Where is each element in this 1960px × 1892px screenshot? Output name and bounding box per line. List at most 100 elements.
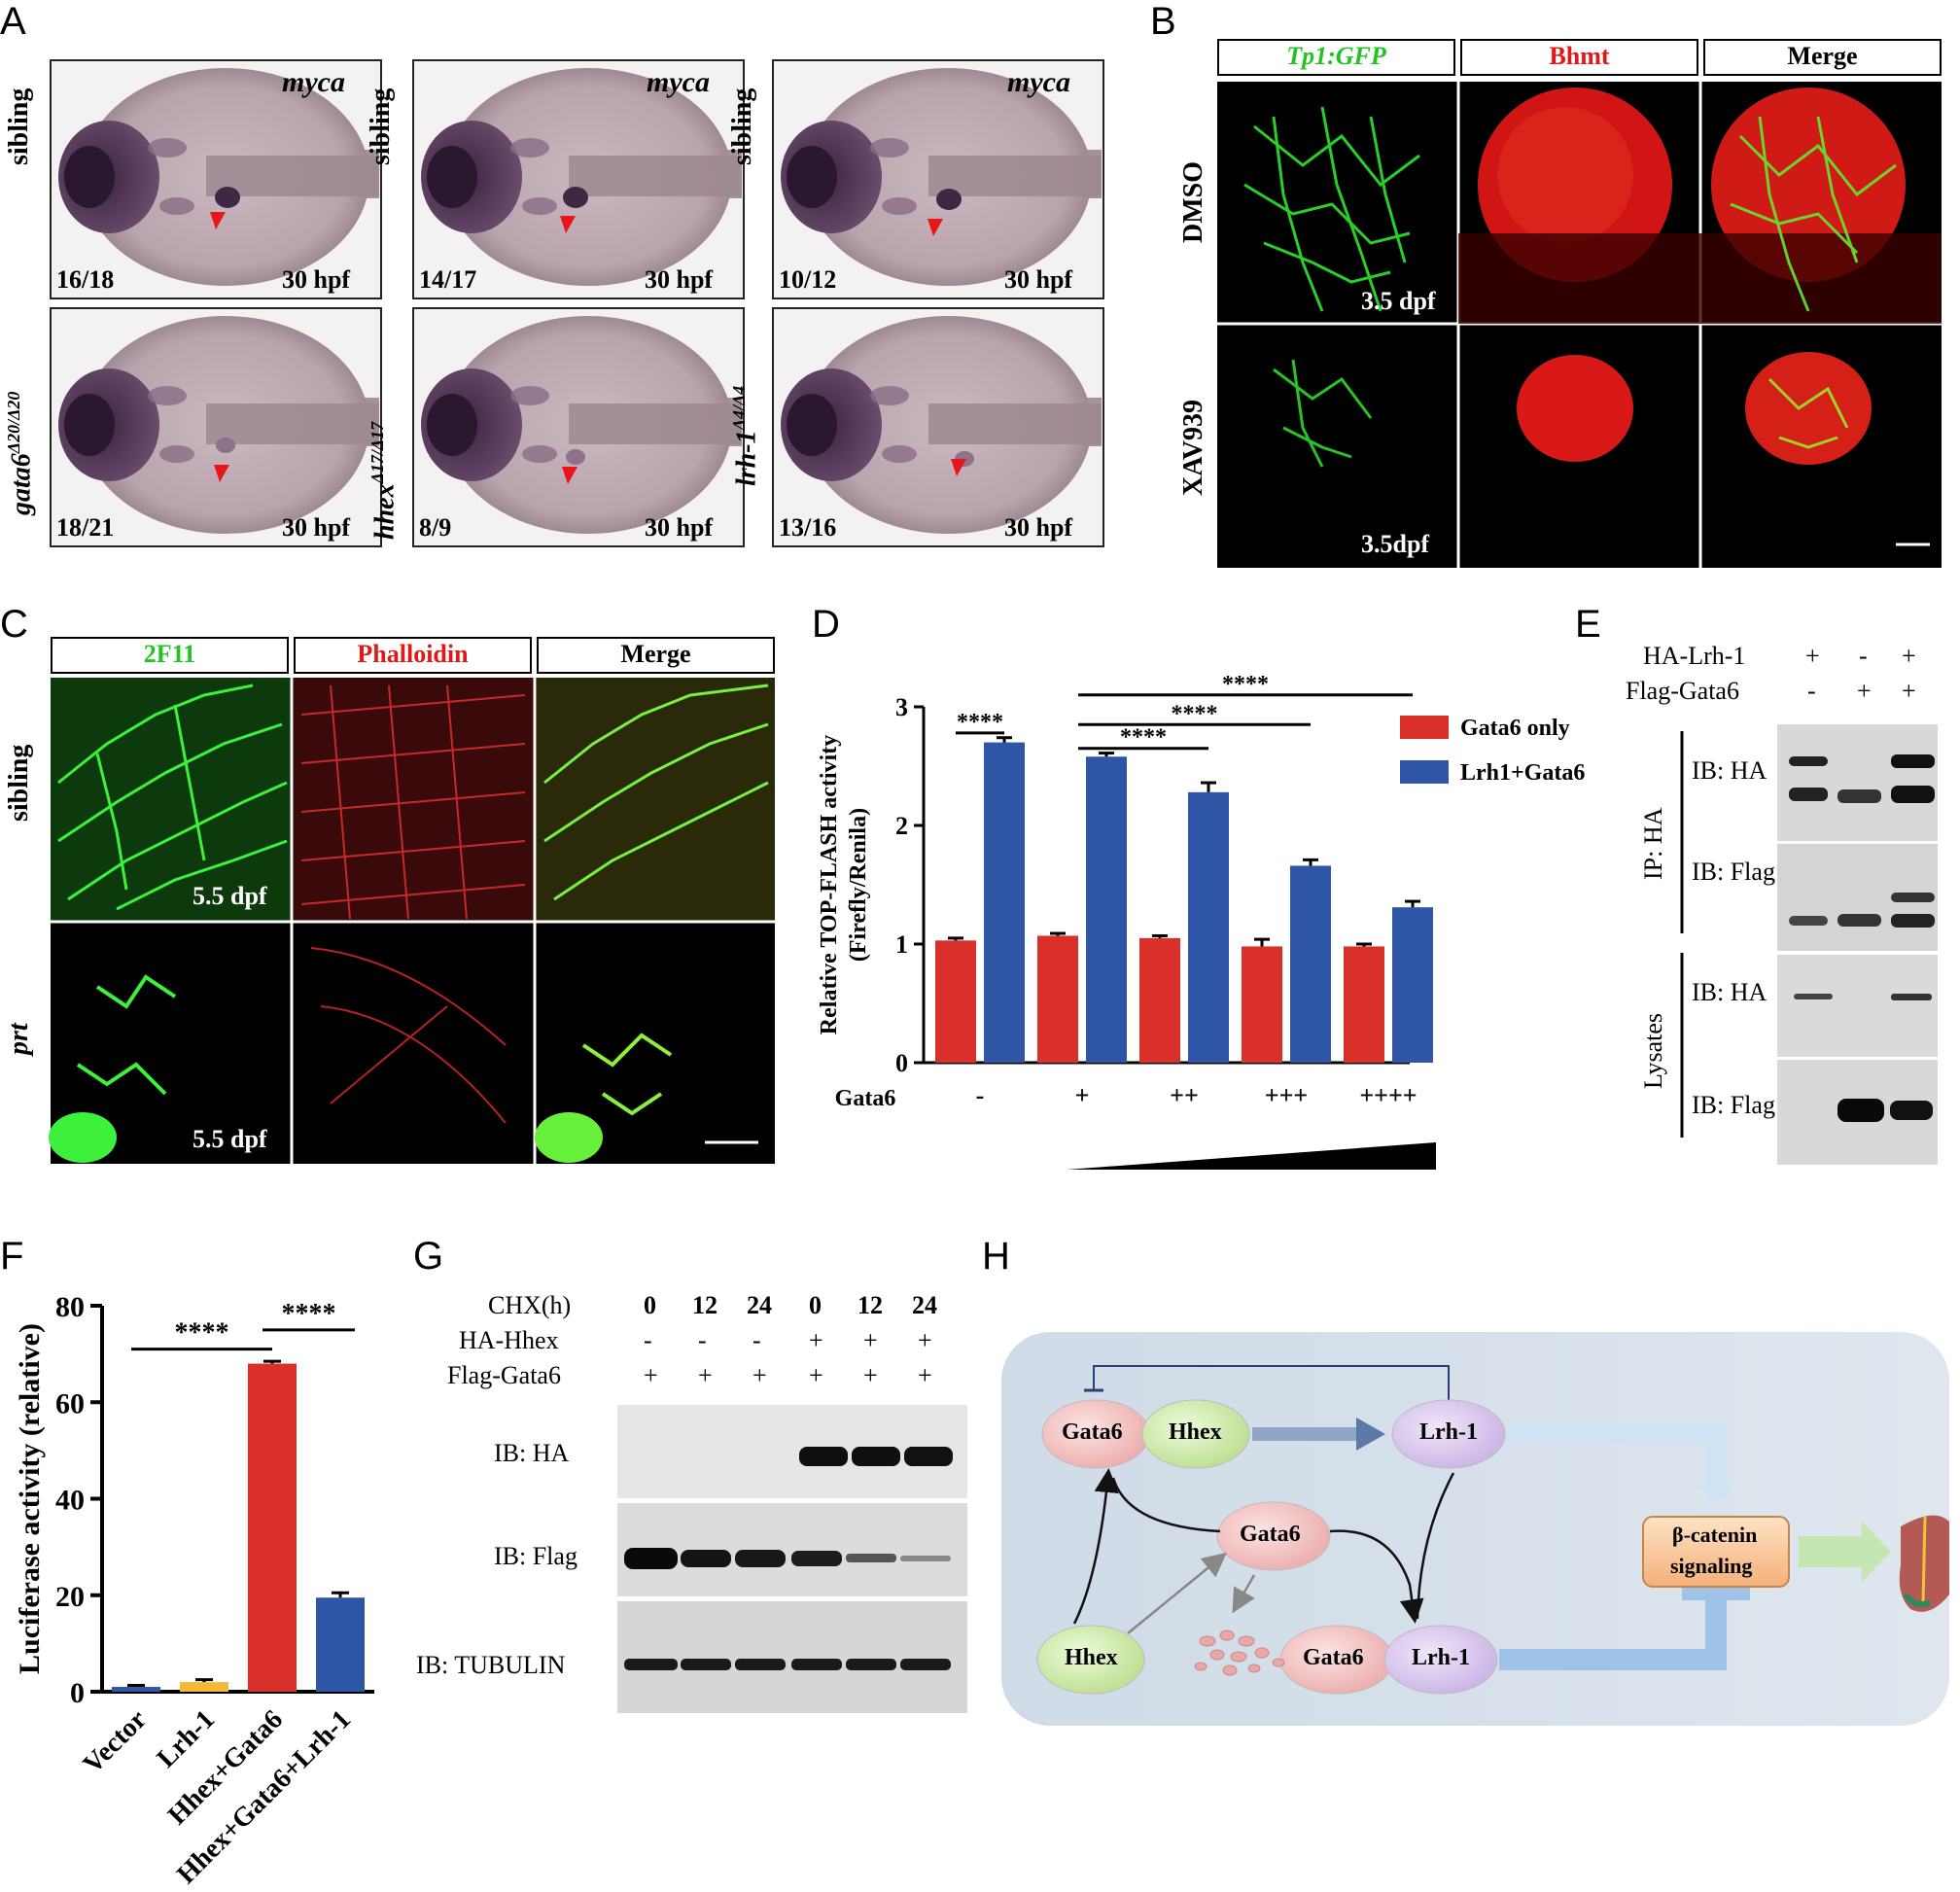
d-bar-1-2	[1188, 791, 1229, 1063]
panel-b-row-label-dmso: DMSO	[1178, 161, 1208, 243]
panel-label-g: G	[413, 1235, 444, 1278]
d-ytick-label-3: 3	[895, 693, 908, 721]
panel-a-count-2: 14/17	[419, 265, 477, 294]
panel-c-row-label-prt: prt	[4, 1023, 34, 1055]
d-ylabel2: (Firefly/Renila)	[846, 808, 871, 962]
panel-e-group-lysates: Lysates	[1639, 1013, 1667, 1089]
panel-c-header-2f11: 2F11	[51, 637, 289, 674]
panel-g-lane-5-row-1: +	[918, 1326, 932, 1354]
panel-g-lane-4-row-0: 12	[858, 1291, 883, 1319]
panel-b-micrographs	[1217, 82, 1942, 568]
panel-a-row-label-lrh1: lrh-1Δ4/Δ4	[729, 386, 762, 486]
panel-g-lane-0-row-0: 0	[644, 1291, 656, 1319]
panel-label-h: H	[982, 1235, 1010, 1278]
d-legend-label-0: Gata6 only	[1460, 716, 1570, 741]
panel-g-lane-2-row-0: 24	[747, 1291, 772, 1319]
panel-a-row-label-sibling-1: sibling	[4, 88, 34, 165]
panel-a-stage-3: 30 hpf	[1004, 265, 1073, 294]
panel-e-lane2-ha: -	[1859, 642, 1868, 670]
panel-a-stage-4: 30 hpf	[282, 513, 351, 542]
panel-b: Tp1:GFP Bhmt Merge	[1176, 39, 1954, 569]
panel-g-cond-label-chx: CHX(h)	[488, 1291, 572, 1319]
panel-e-lane2-flag: +	[1857, 677, 1872, 705]
panel-f-chart: 020406080VectorLrh-1Hhex+Gata6Hhex+Gata6…	[14, 1291, 374, 1890]
panel-e-lane3-ha: +	[1902, 642, 1916, 670]
d-bar-1-0	[984, 742, 1025, 1063]
d-ylabel: Relative TOP-FLASH activity	[817, 735, 842, 1034]
panel-h-node-lrh1-a: Lrh-1	[1419, 1419, 1478, 1445]
panel-b-row-label-xav939: XAV939	[1178, 399, 1208, 496]
panel-e-group-ip-ha: IP: HA	[1639, 807, 1667, 880]
panel-a-row-label-sibling-3: sibling	[727, 88, 757, 165]
f-xtick-label-0: Vector	[78, 1704, 153, 1779]
panel-a-count-6: 13/16	[779, 513, 837, 542]
f-bar-1	[180, 1682, 228, 1692]
panel-b-header-merge: Merge	[1703, 39, 1942, 76]
d-bar-0-2	[1139, 937, 1180, 1063]
d-xtick-label-0: -	[976, 1081, 985, 1109]
panel-h-node-hhex-a: Hhex	[1169, 1419, 1222, 1445]
panel-e-blots	[1680, 724, 1938, 1165]
f-ylabel: Luciferase activity (relative)	[14, 1323, 46, 1674]
panel-a-stage-1: 30 hpf	[282, 265, 351, 294]
d-sig-label-0: ****	[957, 710, 1003, 735]
panel-e: HA-Lrh-1 Flag-Gata6 + - + - + + IP: HA L…	[1556, 642, 1960, 1167]
panel-label-d: D	[812, 603, 840, 646]
panel-e-lane1-flag: -	[1807, 677, 1816, 705]
panel-a-stage-5: 30 hpf	[645, 513, 714, 542]
panel-a-count-3: 10/12	[779, 265, 837, 294]
d-bar-0-1	[1037, 935, 1078, 1063]
panel-h: Gata6 Hhex Lrh-1 Gata6 Hhex Gata6 Lrh-1 …	[1001, 1332, 1954, 1731]
panel-a-embryo-images	[50, 59, 1104, 547]
panel-a-gene-label-1: myca	[282, 66, 345, 98]
panel-b-header-tp1gfp: Tp1:GFP	[1217, 39, 1455, 76]
d-xtick-label-4: ++++	[1359, 1081, 1417, 1109]
panel-a-row-label-sibling-2: sibling	[366, 88, 396, 165]
panel-g-lane-4-row-1: +	[863, 1326, 878, 1354]
f-bar-2	[248, 1363, 297, 1692]
panel-h-node-gata6-b: Gata6	[1303, 1645, 1364, 1670]
panel-g-lane-0-row-1: -	[644, 1326, 652, 1354]
f-bar-0	[112, 1687, 160, 1692]
hhex-gene-name: hhex	[369, 483, 401, 540]
panel-b-stage-dmso: 3.5 dpf	[1361, 287, 1436, 315]
panel-a-count-5: 8/9	[419, 513, 452, 542]
lrh1-gene-name: lrh-1	[731, 430, 762, 486]
panel-label-b: B	[1150, 0, 1176, 43]
panel-e-blot-label-1: IB: HA	[1692, 756, 1768, 785]
panel-h-node-lrh1-b: Lrh-1	[1412, 1645, 1470, 1670]
lrh1-allele: Δ4/Δ4	[729, 385, 749, 431]
panel-g-lane-1-row-2: +	[698, 1361, 713, 1389]
panel-c-stage-prt: 5.5 dpf	[192, 1125, 267, 1153]
panel-label-c: C	[0, 603, 28, 646]
panel-g-lane-5-row-2: +	[918, 1361, 932, 1389]
panel-label-f: F	[0, 1235, 24, 1278]
f-ytick-label-1: 20	[55, 1581, 85, 1613]
panel-e-lane3-flag: +	[1902, 677, 1916, 705]
d-bar-0-0	[935, 940, 976, 1063]
panel-a-row-label-hhex: hhexΔ17/Δ17	[368, 422, 401, 540]
panel-c-stage-sibling: 5.5 dpf	[192, 882, 267, 910]
panel-g-blot-label-tubulin: IB: TUBULIN	[416, 1651, 566, 1679]
f-sig-label-0: ****	[175, 1318, 229, 1349]
d-bar-1-1	[1086, 756, 1127, 1063]
panel-h-signal-line1: β-catenin	[1672, 1523, 1758, 1547]
d-legend-swatch-0	[1400, 716, 1449, 739]
d-legend-label-1: Lrh1+Gata6	[1460, 760, 1585, 786]
panel-e-blot-label-2: IB: Flag	[1692, 858, 1775, 886]
panel-e-blot-label-4: IB: Flag	[1692, 1091, 1775, 1119]
f-bar-3	[316, 1597, 365, 1692]
panel-g-lane-1-row-0: 12	[692, 1291, 718, 1319]
f-ytick-label-2: 40	[55, 1485, 85, 1517]
d-dose-wedge	[1067, 1142, 1436, 1170]
d-ytick-label-0: 0	[895, 1049, 908, 1077]
panel-g-cond-label-ha-hhex: HA-Hhex	[459, 1326, 559, 1354]
panel-g-lane-3-row-0: 0	[809, 1291, 822, 1319]
panel-g-cond-label-flag-gata6: Flag-Gata6	[447, 1361, 561, 1389]
panel-c-header-merge: Merge	[537, 637, 775, 674]
d-sig-label-1: ****	[1120, 725, 1167, 751]
panel-c-header-phalloidin: Phalloidin	[294, 637, 532, 674]
panel-a-count-4: 18/21	[56, 513, 115, 542]
f-ytick-label-4: 80	[55, 1291, 85, 1323]
